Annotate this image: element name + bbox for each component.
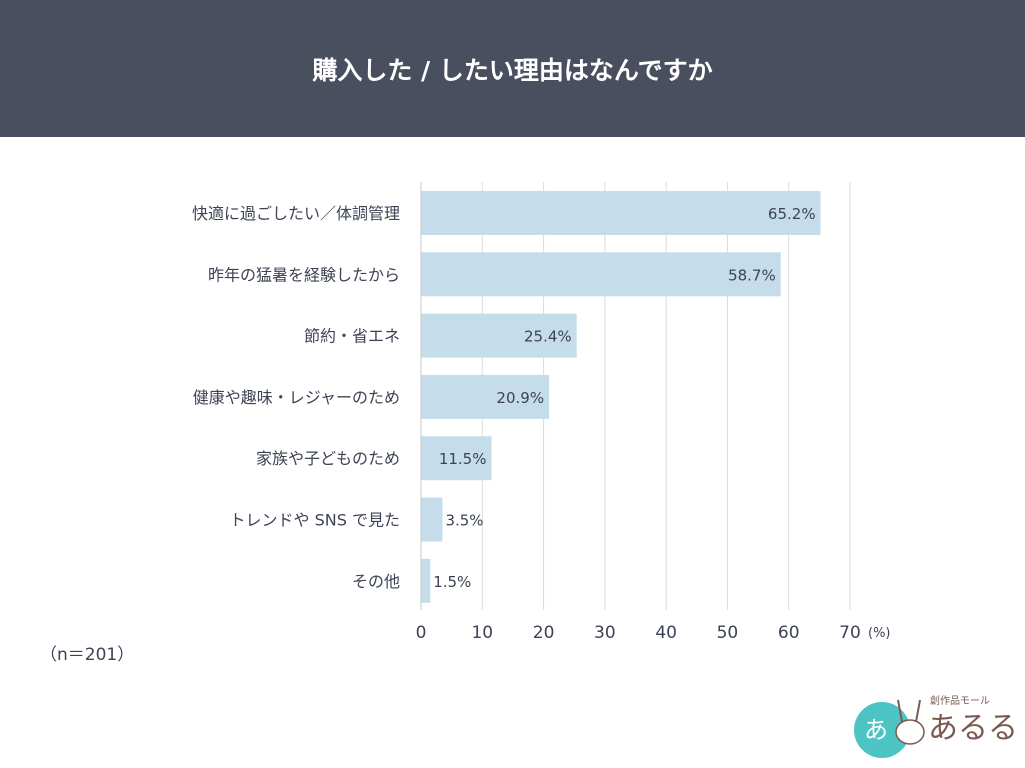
category-label: 節約・省エネ	[304, 327, 400, 346]
x-tick-label: 70	[839, 623, 861, 643]
category-label: トレンドや SNS で見た	[230, 511, 400, 530]
data-label: 1.5%	[433, 573, 471, 591]
data-label: 25.4%	[524, 328, 572, 346]
bar	[421, 191, 821, 235]
category-label: 昨年の猛暑を経験したから	[208, 265, 400, 284]
svg-text:あ: あ	[864, 716, 888, 744]
category-label: 健康や趣味・レジャーのため	[193, 388, 400, 407]
category-label: 快適に過ごしたい／体調管理	[192, 204, 400, 223]
data-label: 20.9%	[496, 389, 544, 407]
bar	[421, 374, 550, 419]
data-label: 58.7%	[728, 266, 776, 284]
bar	[421, 313, 577, 358]
bar	[421, 558, 431, 603]
bar	[421, 497, 443, 542]
bar	[421, 436, 492, 481]
x-tick-label: 20	[533, 623, 555, 643]
logo: あ 創作品モール あるる	[852, 688, 1017, 758]
logo-icon: あ 創作品モール あるる	[854, 695, 1017, 758]
x-tick-label: 0	[416, 623, 427, 643]
x-tick-label: 60	[778, 623, 800, 643]
chart-title: 購入した / したい理由はなんですか	[0, 0, 1025, 137]
category-label: 家族や子どものため	[256, 449, 400, 468]
x-tick-label: 10	[471, 623, 493, 643]
x-tick-label: 50	[717, 623, 739, 643]
svg-text:あるる: あるる	[928, 711, 1017, 746]
bar	[421, 252, 781, 297]
x-tick-label: 40	[655, 623, 677, 643]
svg-text:創作品モール: 創作品モール	[930, 695, 990, 707]
data-label: 65.2%	[768, 205, 816, 223]
x-tick-label: 30	[594, 623, 616, 643]
x-axis-unit: (%)	[868, 626, 891, 641]
data-label: 3.5%	[445, 512, 483, 530]
category-label: その他	[352, 572, 400, 591]
sample-size-note: （n＝201）	[40, 645, 135, 665]
data-label: 11.5%	[439, 450, 487, 468]
